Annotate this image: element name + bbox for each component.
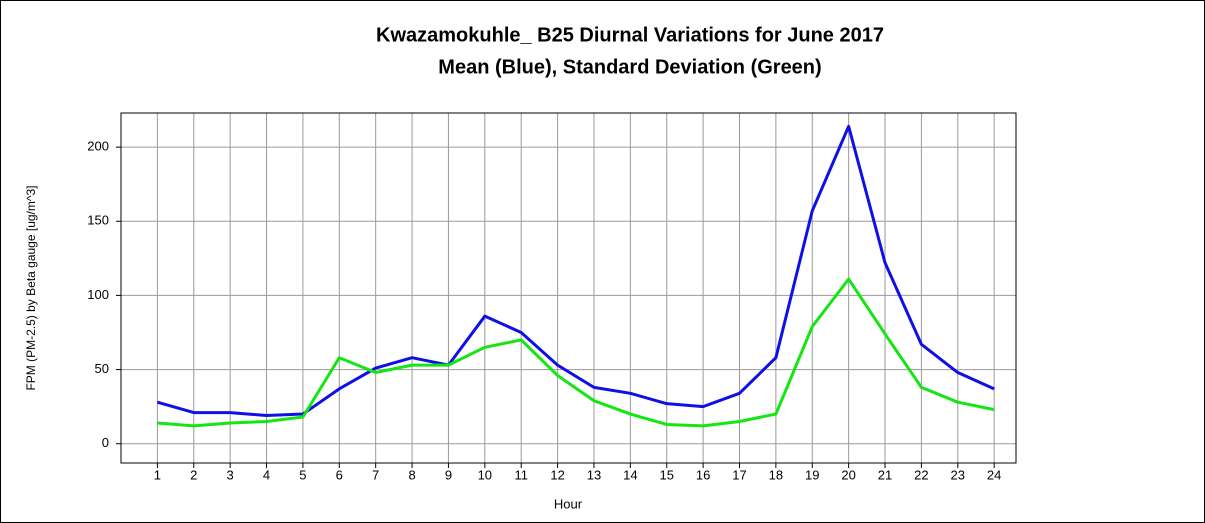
x-tick-label: 7 — [372, 467, 379, 482]
y-tick-label: 100 — [87, 287, 109, 302]
x-axis-label: Hour — [554, 496, 583, 511]
x-tick-label: 23 — [951, 467, 965, 482]
x-tick-label: 17 — [732, 467, 746, 482]
data-line — [156, 124, 995, 418]
x-tick-label: 10 — [478, 467, 492, 482]
x-tick-label: 16 — [696, 467, 710, 482]
x-tick-label: 22 — [914, 467, 928, 482]
y-tick-label: 0 — [102, 435, 109, 450]
x-tick-label: 13 — [587, 467, 601, 482]
x-tick-label: 18 — [769, 467, 783, 482]
data-line — [157, 277, 995, 428]
plot-area — [120, 112, 1017, 464]
x-tick-label: 20 — [841, 467, 855, 482]
x-tick-label: 8 — [408, 467, 415, 482]
x-tick-label: 3 — [227, 467, 234, 482]
x-tick-label: 1 — [154, 467, 161, 482]
x-tick-label: 2 — [190, 467, 197, 482]
chart-title: Kwazamokuhle_ B25 Diurnal Variations for… — [376, 24, 884, 46]
x-tick-label: 21 — [878, 467, 892, 482]
x-tick-label: 9 — [445, 467, 452, 482]
chart-subtitle: Mean (Blue), Standard Deviation (Green) — [438, 56, 821, 78]
x-tick-label: 5 — [299, 467, 306, 482]
x-tick-label: 15 — [659, 467, 673, 482]
x-tick-label: 11 — [514, 467, 528, 482]
y-tick-label: 200 — [87, 139, 109, 154]
x-tick-label: 14 — [623, 467, 637, 482]
y-tick-label: 150 — [87, 213, 109, 228]
x-tick-label: 24 — [987, 467, 1001, 482]
y-axis-label: FPM (PM-2.5) by Beta gauge [ug/m^3] — [24, 185, 38, 390]
x-tick-label: 6 — [336, 467, 343, 482]
x-tick-label: 4 — [263, 467, 270, 482]
y-tick-label: 50 — [95, 361, 109, 376]
x-tick-label: 12 — [550, 467, 564, 482]
x-tick-label: 19 — [805, 467, 819, 482]
